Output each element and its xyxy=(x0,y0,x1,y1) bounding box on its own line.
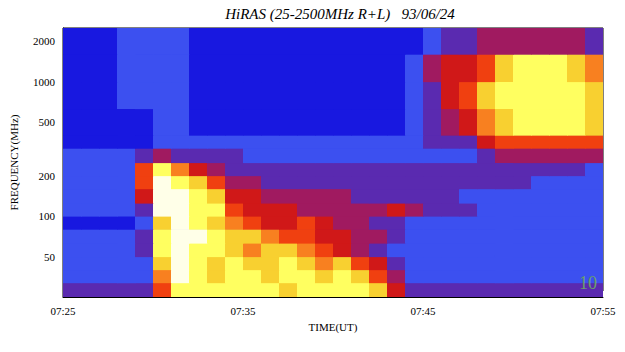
svg-text:HiRAS (25-2500MHz R+L) 93/06: HiRAS (25-2500MHz R+L) 93/06/24 xyxy=(224,6,455,23)
svg-text:FREQUENCY(MHz): FREQUENCY(MHz) xyxy=(8,114,21,210)
svg-text:10: 10 xyxy=(579,273,597,293)
svg-text:100: 100 xyxy=(39,210,56,222)
svg-text:50: 50 xyxy=(44,251,56,263)
svg-text:07:25: 07:25 xyxy=(50,305,76,317)
svg-text:1000: 1000 xyxy=(33,76,56,88)
svg-text:TIME(UT): TIME(UT) xyxy=(309,321,358,334)
svg-text:07:35: 07:35 xyxy=(230,305,256,317)
svg-text:200: 200 xyxy=(39,170,56,182)
svg-text:07:55: 07:55 xyxy=(590,305,616,317)
svg-text:500: 500 xyxy=(39,116,56,128)
svg-text:2000: 2000 xyxy=(33,35,56,47)
svg-text:07:45: 07:45 xyxy=(410,305,436,317)
